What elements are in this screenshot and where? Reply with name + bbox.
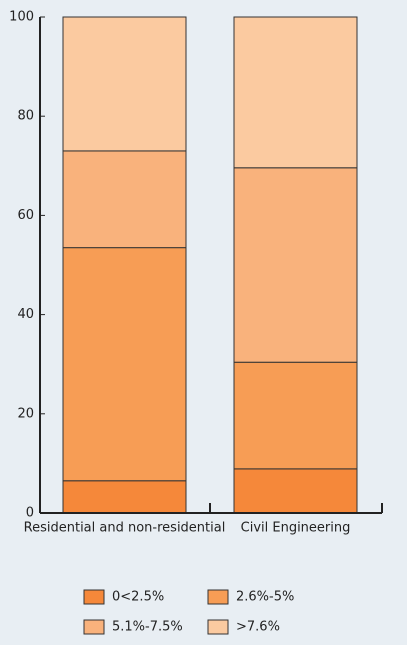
legend-swatch bbox=[83, 589, 105, 605]
bar-segment bbox=[233, 16, 358, 169]
bar-segment bbox=[62, 16, 187, 152]
y-tick-label: 80 bbox=[17, 109, 34, 124]
legend-label: 0<2.5% bbox=[112, 590, 164, 605]
legend-swatch bbox=[207, 589, 229, 605]
x-tick-label: Residential and non-residential bbox=[24, 521, 226, 536]
bar-segment bbox=[233, 468, 358, 514]
y-tick-label: 40 bbox=[17, 307, 34, 322]
legend-label: 2.6%-5% bbox=[236, 590, 294, 605]
legend-label: >7.6% bbox=[236, 620, 280, 635]
bar-segment bbox=[233, 361, 358, 470]
legend-swatch bbox=[83, 619, 105, 635]
y-tick-label: 20 bbox=[17, 406, 34, 421]
bar-segment bbox=[62, 150, 187, 249]
legend-label: 5.1%-7.5% bbox=[112, 620, 183, 635]
bar-segment bbox=[62, 480, 187, 514]
y-tick-label: 100 bbox=[9, 10, 34, 25]
x-tick-label: Civil Engineering bbox=[241, 521, 351, 536]
y-tick-label: 60 bbox=[17, 208, 34, 223]
y-tick-label: 0 bbox=[26, 506, 34, 521]
bar-segment bbox=[62, 247, 187, 482]
bar-segment bbox=[233, 167, 358, 363]
legend-swatch bbox=[207, 619, 229, 635]
